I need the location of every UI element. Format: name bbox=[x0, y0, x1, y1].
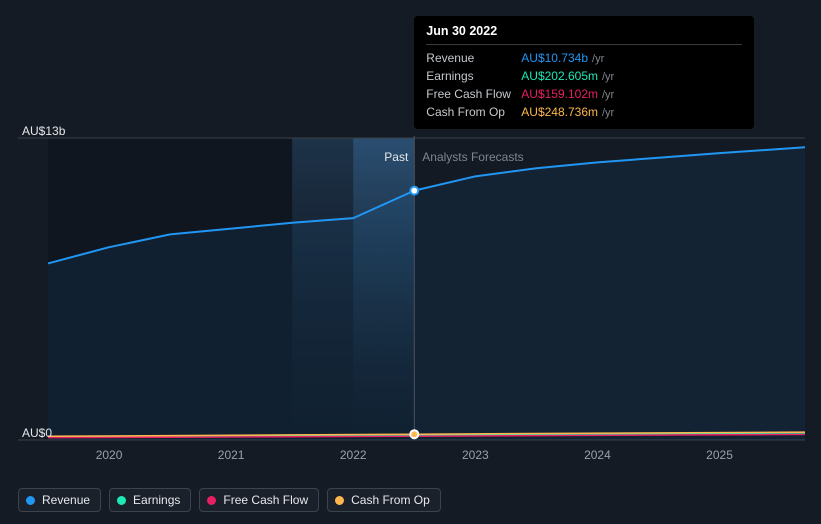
legend-chip-fcf[interactable]: Free Cash Flow bbox=[199, 488, 319, 512]
tooltip-row-label: Revenue bbox=[426, 51, 521, 65]
legend-chip-cfo[interactable]: Cash From Op bbox=[327, 488, 441, 512]
y-axis-label: AU$0 bbox=[22, 426, 52, 440]
chart-legend: Revenue Earnings Free Cash Flow Cash From O… bbox=[18, 488, 441, 512]
legend-chip-label: Revenue bbox=[42, 493, 90, 507]
tooltip-row-unit: /yr bbox=[602, 71, 614, 83]
tooltip-row-earnings: EarningsAU$202.605m/yr bbox=[426, 67, 742, 85]
x-axis-label: 2024 bbox=[584, 448, 611, 462]
tooltip-row-unit: /yr bbox=[602, 89, 614, 101]
legend-chip-label: Earnings bbox=[133, 493, 180, 507]
tooltip-date: Jun 30 2022 bbox=[426, 24, 742, 45]
tooltip-row-label: Earnings bbox=[426, 69, 521, 83]
tooltip-row-unit: /yr bbox=[592, 53, 604, 65]
tooltip-row-unit: /yr bbox=[602, 107, 614, 119]
x-axis-label: 2022 bbox=[340, 448, 367, 462]
legend-chip-label: Cash From Op bbox=[351, 493, 430, 507]
legend-dot-icon bbox=[207, 496, 216, 505]
tooltip-row-free-cash-flow: Free Cash FlowAU$159.102m/yr bbox=[426, 85, 742, 103]
tooltip-row-cash-from-op: Cash From OpAU$248.736m/yr bbox=[426, 103, 742, 121]
tooltip-row-value: AU$202.605m bbox=[521, 69, 598, 83]
financials-forecast-chart: Jun 30 2022 RevenueAU$10.734b/yrEarnings… bbox=[0, 0, 821, 524]
legend-chip-label: Free Cash Flow bbox=[223, 493, 308, 507]
tooltip-row-label: Cash From Op bbox=[426, 105, 521, 119]
legend-dot-icon bbox=[335, 496, 344, 505]
legend-chip-revenue[interactable]: Revenue bbox=[18, 488, 101, 512]
legend-dot-icon bbox=[117, 496, 126, 505]
x-axis-label: 2020 bbox=[96, 448, 123, 462]
forecast-region-label: Analysts Forecasts bbox=[422, 150, 523, 164]
x-axis-label: 2021 bbox=[218, 448, 245, 462]
legend-chip-earnings[interactable]: Earnings bbox=[109, 488, 191, 512]
tooltip-row-revenue: RevenueAU$10.734b/yr bbox=[426, 49, 742, 67]
tooltip-row-value: AU$10.734b bbox=[521, 51, 588, 65]
y-axis-label: AU$13b bbox=[22, 124, 65, 138]
x-axis-label: 2023 bbox=[462, 448, 489, 462]
x-axis-label: 2025 bbox=[706, 448, 733, 462]
tooltip-row-value: AU$159.102m bbox=[521, 87, 598, 101]
tooltip-row-value: AU$248.736m bbox=[521, 105, 598, 119]
legend-dot-icon bbox=[26, 496, 35, 505]
chart-tooltip: Jun 30 2022 RevenueAU$10.734b/yrEarnings… bbox=[414, 16, 754, 129]
past-region-label: Past bbox=[384, 150, 408, 164]
tooltip-row-label: Free Cash Flow bbox=[426, 87, 521, 101]
